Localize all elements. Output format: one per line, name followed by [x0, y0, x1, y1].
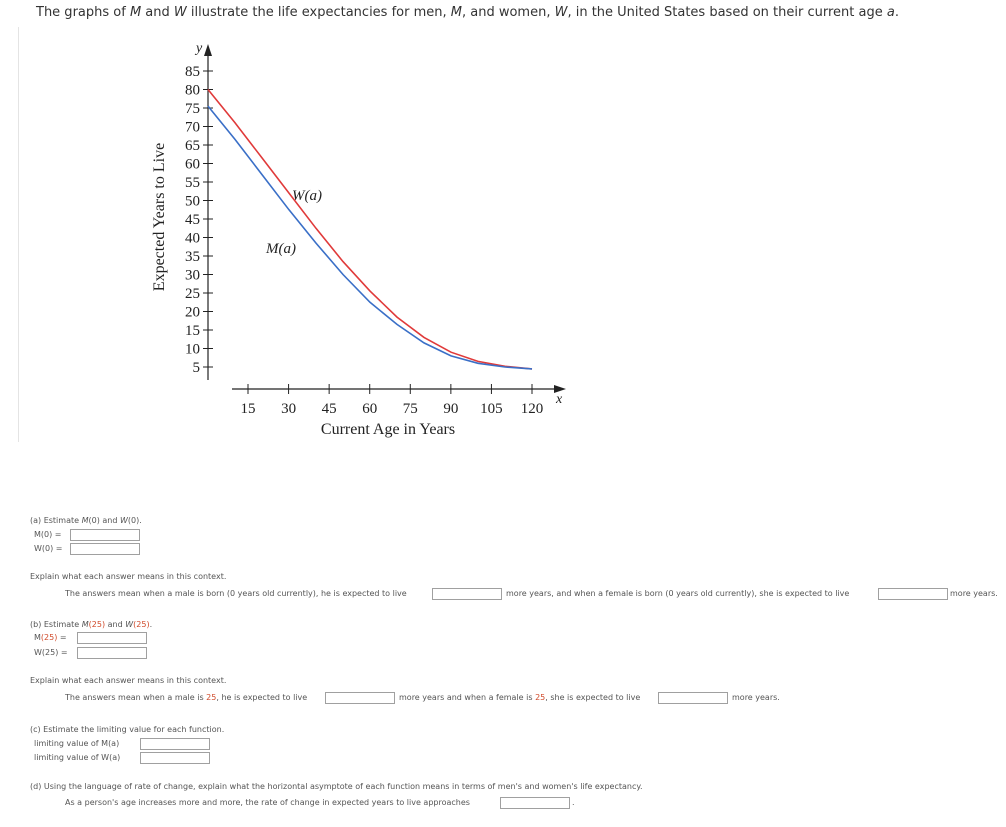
x-tick-label-30: 30 — [281, 401, 296, 417]
y-axis-arrow — [204, 44, 212, 56]
part-d-prompt: (d) Using the language of rate of change… — [30, 782, 643, 791]
y-tick-label-15: 15 — [185, 323, 200, 339]
problem-intro: The graphs of M and W illustrate the lif… — [36, 5, 899, 20]
series-label-w: W(a) — [292, 188, 322, 204]
limit-w-label: limiting value of W(a) — [34, 753, 121, 762]
y-tick-label-75: 75 — [185, 101, 200, 117]
part-d-end: . — [572, 798, 575, 807]
y-tick-label-35: 35 — [185, 249, 200, 265]
w25-input[interactable] — [77, 647, 147, 659]
w0-label: W(0) = — [34, 544, 63, 553]
limit-m-label: limiting value of M(a) — [34, 739, 120, 748]
part-b-sentence-1: The answers mean when a male is 25, he i… — [65, 693, 308, 702]
part-a-explain: Explain what each answer means in this c… — [30, 572, 227, 581]
limit-m-input[interactable] — [140, 738, 210, 750]
series-line-w — [207, 88, 533, 370]
y-tick-label-50: 50 — [185, 194, 200, 210]
y-tick-label-65: 65 — [185, 138, 200, 154]
x-tick-label-45: 45 — [322, 401, 337, 417]
y-tick-label-25: 25 — [185, 286, 200, 302]
y-axis-var: y — [194, 41, 203, 56]
y-tick-label-5: 5 — [193, 360, 201, 376]
male-25-years-input[interactable] — [325, 692, 395, 704]
part-a-prompt: (a) Estimate M(0) and W(0). — [30, 516, 142, 525]
x-tick-label-120: 120 — [521, 401, 544, 417]
x-axis-var: x — [555, 392, 563, 407]
part-b-prompt: (b) Estimate M(25) and W(25). — [30, 620, 153, 629]
part-b-sentence-2: more years and when a female is 25, she … — [399, 693, 641, 702]
x-tick-label-60: 60 — [362, 401, 377, 417]
y-tick-label-40: 40 — [185, 231, 200, 247]
w25-label: W(25) = — [34, 648, 68, 657]
part-c-prompt: (c) Estimate the limiting value for each… — [30, 725, 225, 734]
y-tick-label-10: 10 — [185, 342, 200, 358]
part-d-sentence: As a person's age increases more and mor… — [65, 798, 470, 807]
series-line-m — [207, 105, 533, 370]
female-25-years-input[interactable] — [658, 692, 728, 704]
y-tick-label-80: 80 — [185, 83, 200, 99]
x-axis-arrow — [554, 385, 566, 393]
rate-of-change-input[interactable] — [500, 797, 570, 809]
left-rule — [18, 27, 19, 442]
y-tick-label-85: 85 — [185, 64, 200, 80]
y-tick-label-20: 20 — [185, 305, 200, 321]
x-axis-title: Current Age in Years — [321, 421, 455, 438]
y-tick-label-30: 30 — [185, 268, 200, 284]
m25-input[interactable] — [77, 632, 147, 644]
m25-label: M(25) = — [34, 633, 67, 642]
part-a-sentence-2: more years, and when a female is born (0… — [506, 589, 850, 598]
chart-svg: 5 10 15 20 25 30 35 40 45 50 55 60 65 70 75 80 85 15 30 45 6… — [151, 41, 566, 438]
y-tick-label-70: 70 — [185, 120, 200, 136]
limit-w-input[interactable] — [140, 752, 210, 764]
part-b-explain: Explain what each answer means in this c… — [30, 676, 227, 685]
y-axis-title: Expected Years to Live — [151, 143, 168, 291]
life-expectancy-graph: 5 10 15 20 25 30 35 40 45 50 55 60 65 70 75 80 85 15 30 45 6… — [140, 30, 580, 450]
m0-label: M(0) = — [34, 530, 62, 539]
x-tick-label-90: 90 — [443, 401, 458, 417]
part-a-sentence-1: The answers mean when a male is born (0 … — [65, 589, 407, 598]
x-tick-label-105: 105 — [480, 401, 503, 417]
w0-input[interactable] — [70, 543, 140, 555]
y-tick-label-60: 60 — [185, 157, 200, 173]
m0-input[interactable] — [70, 529, 140, 541]
part-b-sentence-3: more years. — [732, 693, 780, 702]
series-label-m: M(a) — [265, 241, 296, 257]
x-tick-label-15: 15 — [241, 401, 256, 417]
male-years-input[interactable] — [432, 588, 502, 600]
female-years-input[interactable] — [878, 588, 948, 600]
x-tick-label-75: 75 — [403, 401, 418, 417]
y-tick-label-45: 45 — [185, 212, 200, 228]
y-tick-label-55: 55 — [185, 175, 200, 191]
part-a-sentence-3: more years. — [950, 589, 998, 598]
